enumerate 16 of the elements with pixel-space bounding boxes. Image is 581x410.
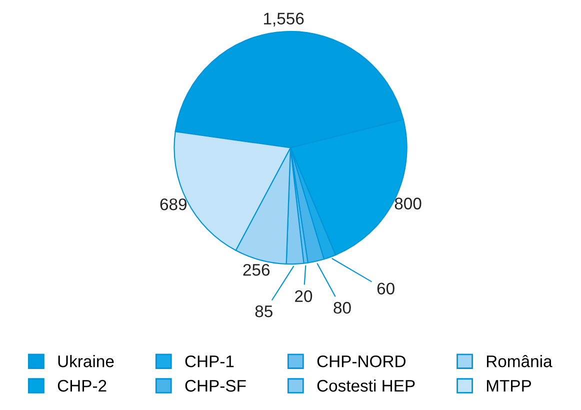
legend-label: Ukraine: [58, 355, 114, 368]
data-label: 689: [160, 198, 187, 210]
data-label: 60: [377, 282, 394, 294]
data-label: 1,556: [264, 12, 304, 26]
legend-label: CHP-NORD: [317, 355, 406, 368]
legend-label: CHP-2: [58, 380, 106, 392]
legend-label: CHP-1: [185, 355, 234, 368]
legend-label: CHP-SF: [185, 380, 246, 392]
data-label: 80: [334, 302, 351, 314]
data-label: 800: [394, 198, 422, 210]
legend-label: România: [486, 354, 552, 368]
data-label: 85: [255, 305, 272, 318]
legend-label: MTPP: [486, 380, 532, 392]
legend-label: Costesti HEP: [317, 379, 415, 392]
data-label: 20: [295, 290, 312, 302]
data-label: 256: [243, 264, 270, 276]
